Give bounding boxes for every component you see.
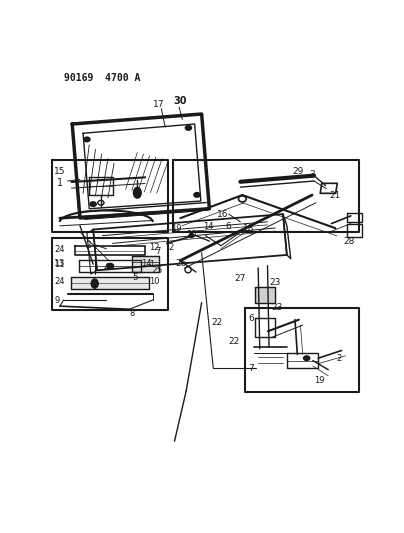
Text: 19: 19 (314, 376, 325, 385)
Text: 5: 5 (132, 273, 138, 282)
Text: 10: 10 (149, 277, 160, 286)
Ellipse shape (84, 137, 90, 142)
Text: 14: 14 (203, 222, 214, 231)
Text: 29: 29 (293, 167, 304, 175)
Text: 14: 14 (141, 259, 152, 268)
Text: 21: 21 (330, 191, 341, 200)
Text: 90169  4700 A: 90169 4700 A (65, 73, 141, 83)
Text: 8: 8 (130, 309, 135, 318)
Ellipse shape (303, 356, 310, 360)
Ellipse shape (133, 188, 141, 198)
Polygon shape (255, 287, 275, 303)
Text: 1: 1 (149, 260, 154, 269)
Text: 17: 17 (153, 100, 164, 109)
Text: 7: 7 (155, 247, 160, 256)
Text: 26: 26 (175, 259, 186, 268)
Text: 19: 19 (170, 224, 181, 233)
Text: 11: 11 (55, 260, 65, 269)
Text: 24: 24 (55, 245, 65, 254)
Ellipse shape (90, 202, 96, 206)
Ellipse shape (91, 279, 98, 288)
Ellipse shape (194, 192, 200, 197)
Text: 23: 23 (271, 303, 283, 312)
Text: 30: 30 (173, 96, 187, 106)
Text: 24: 24 (55, 277, 65, 286)
Text: 18: 18 (243, 224, 254, 233)
Text: 2: 2 (85, 241, 91, 250)
Text: 15: 15 (55, 167, 66, 175)
Text: 23: 23 (270, 278, 281, 287)
Text: 7: 7 (248, 364, 254, 373)
Text: 2: 2 (168, 244, 174, 252)
Text: 22: 22 (229, 337, 240, 346)
Text: 4: 4 (103, 263, 109, 272)
Polygon shape (72, 277, 149, 289)
Text: 22: 22 (212, 318, 223, 327)
Text: 12: 12 (149, 243, 160, 252)
Text: 6: 6 (248, 314, 254, 324)
Text: 6: 6 (225, 222, 231, 231)
Text: 3: 3 (309, 170, 315, 179)
Text: 16: 16 (217, 210, 229, 219)
Ellipse shape (107, 263, 114, 269)
Text: 13: 13 (55, 259, 66, 268)
Text: 1: 1 (57, 178, 63, 188)
Text: 20: 20 (186, 230, 197, 238)
Ellipse shape (189, 234, 194, 238)
Ellipse shape (185, 126, 191, 130)
Text: 9: 9 (55, 296, 60, 305)
Polygon shape (132, 256, 159, 272)
Text: 28: 28 (343, 237, 354, 246)
Text: 25: 25 (151, 266, 163, 276)
Text: 2: 2 (336, 354, 341, 362)
Text: 27: 27 (235, 274, 246, 284)
